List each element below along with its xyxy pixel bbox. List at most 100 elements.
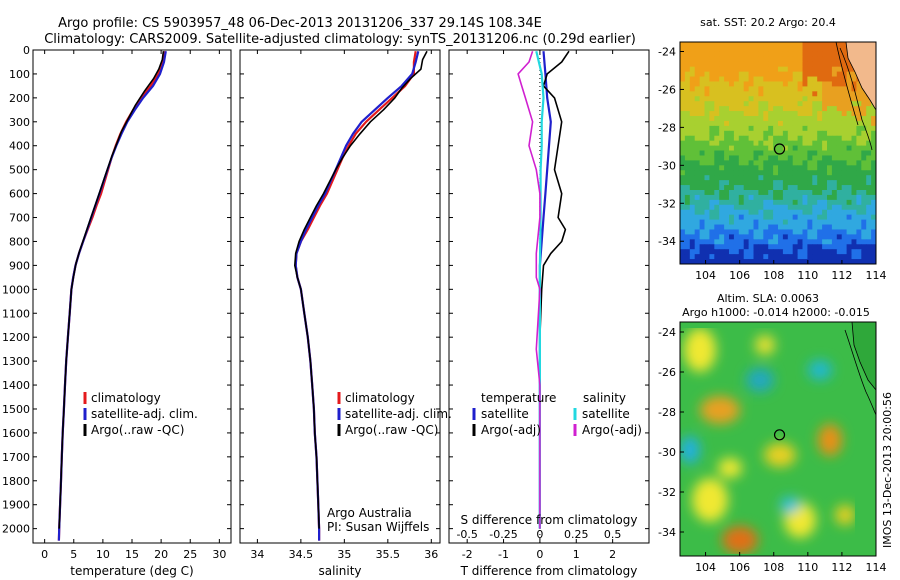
sst-cell [694, 204, 700, 211]
sst-cell [758, 111, 764, 117]
sst-cell [841, 165, 847, 171]
sst-cell [753, 229, 759, 235]
sst-cell [773, 155, 779, 161]
sst-cell [773, 46, 779, 53]
sst-cell [714, 185, 720, 191]
sst-cell [694, 111, 700, 117]
sst-cell [861, 111, 867, 117]
sst-cell [871, 259, 876, 264]
sst-cell [836, 101, 843, 107]
sst-cell [680, 135, 686, 142]
sst-cell [694, 91, 700, 97]
sst-cell [822, 96, 828, 102]
sst-cell [792, 155, 798, 161]
sst-cell [812, 71, 818, 77]
sst-cell [836, 194, 843, 201]
sst-cell [782, 66, 789, 72]
sst-cell [802, 106, 808, 112]
sst-cell [733, 239, 740, 245]
sst-cell [724, 204, 730, 211]
sst-cell [733, 190, 740, 196]
sst-cell [792, 140, 798, 146]
sst-cell [836, 42, 843, 48]
sst-cell [812, 125, 818, 132]
sst-cell [694, 140, 700, 146]
sst-cell [856, 204, 862, 211]
sst-cell [714, 101, 720, 107]
sst-cell [831, 56, 838, 63]
sla-blob [746, 368, 774, 392]
sst-cell [768, 150, 774, 156]
sst-cell [871, 140, 876, 146]
sst-cell [689, 249, 696, 255]
sst-cell [768, 130, 774, 137]
sst-cell [807, 86, 813, 92]
sst-cell [817, 180, 823, 186]
sst-cell [743, 106, 749, 112]
sst-cell [807, 106, 813, 112]
sst-cell [684, 116, 691, 122]
sst-cell [768, 249, 774, 255]
sst-cell [856, 254, 862, 260]
sst-cell [768, 51, 774, 58]
sst-cell [778, 145, 784, 151]
sst-cell [748, 224, 754, 230]
sst-cell [778, 219, 784, 225]
sla-blob [808, 360, 832, 380]
sst-cell [748, 46, 754, 53]
sst-cell [812, 234, 818, 240]
sst-cell [680, 51, 686, 58]
sst-cell [709, 185, 715, 191]
sst-cell [724, 61, 730, 68]
sst-cell [733, 234, 740, 240]
sst-cell [719, 106, 725, 112]
sst-cell [861, 125, 867, 132]
sst-cell [866, 209, 872, 216]
sst-cell [792, 145, 798, 151]
sst-cell [768, 194, 774, 201]
sst-cell [758, 86, 764, 92]
sst-cell [733, 170, 740, 176]
map-y-tick-label: -32 [658, 197, 676, 210]
sst-cell [802, 66, 808, 72]
sst-cell [748, 135, 754, 142]
x-tick-label: 35 [337, 548, 351, 561]
sst-cell [719, 71, 725, 77]
sst-cell [836, 140, 843, 146]
sst-cell [719, 61, 725, 68]
sst-cell [827, 185, 833, 191]
sst-cell [729, 199, 735, 206]
sst-cell [851, 145, 857, 151]
sst-cell [841, 199, 847, 206]
sst-cell [743, 51, 749, 58]
sst-cell [738, 234, 745, 240]
sst-cell [797, 185, 803, 191]
sst-cell [748, 91, 754, 97]
sst-cell [822, 234, 828, 240]
sst-cell [689, 185, 696, 191]
sst-cell [719, 155, 725, 161]
sst-cell [748, 229, 754, 235]
sst-cell [787, 244, 794, 250]
sst-cell [807, 224, 813, 230]
sst-cell [802, 219, 808, 225]
sst-cell [831, 145, 838, 151]
sst-cell [773, 180, 779, 186]
sst-cell [866, 234, 872, 240]
sst-cell [812, 46, 818, 53]
sst-cell [778, 61, 784, 68]
sst-cell [694, 86, 700, 92]
sst-cell [787, 51, 794, 58]
sst-cell [856, 150, 862, 156]
sst-cell [822, 135, 828, 142]
sst-cell [807, 259, 813, 264]
sst-cell [856, 101, 862, 107]
sst-cell [724, 96, 730, 102]
sst-cell [729, 254, 735, 260]
sst-cell [817, 66, 823, 72]
sst-cell [778, 199, 784, 206]
sst-cell [758, 91, 764, 97]
sst-cell [822, 150, 828, 156]
sst-cell [866, 244, 872, 250]
sst-cell [724, 106, 730, 112]
